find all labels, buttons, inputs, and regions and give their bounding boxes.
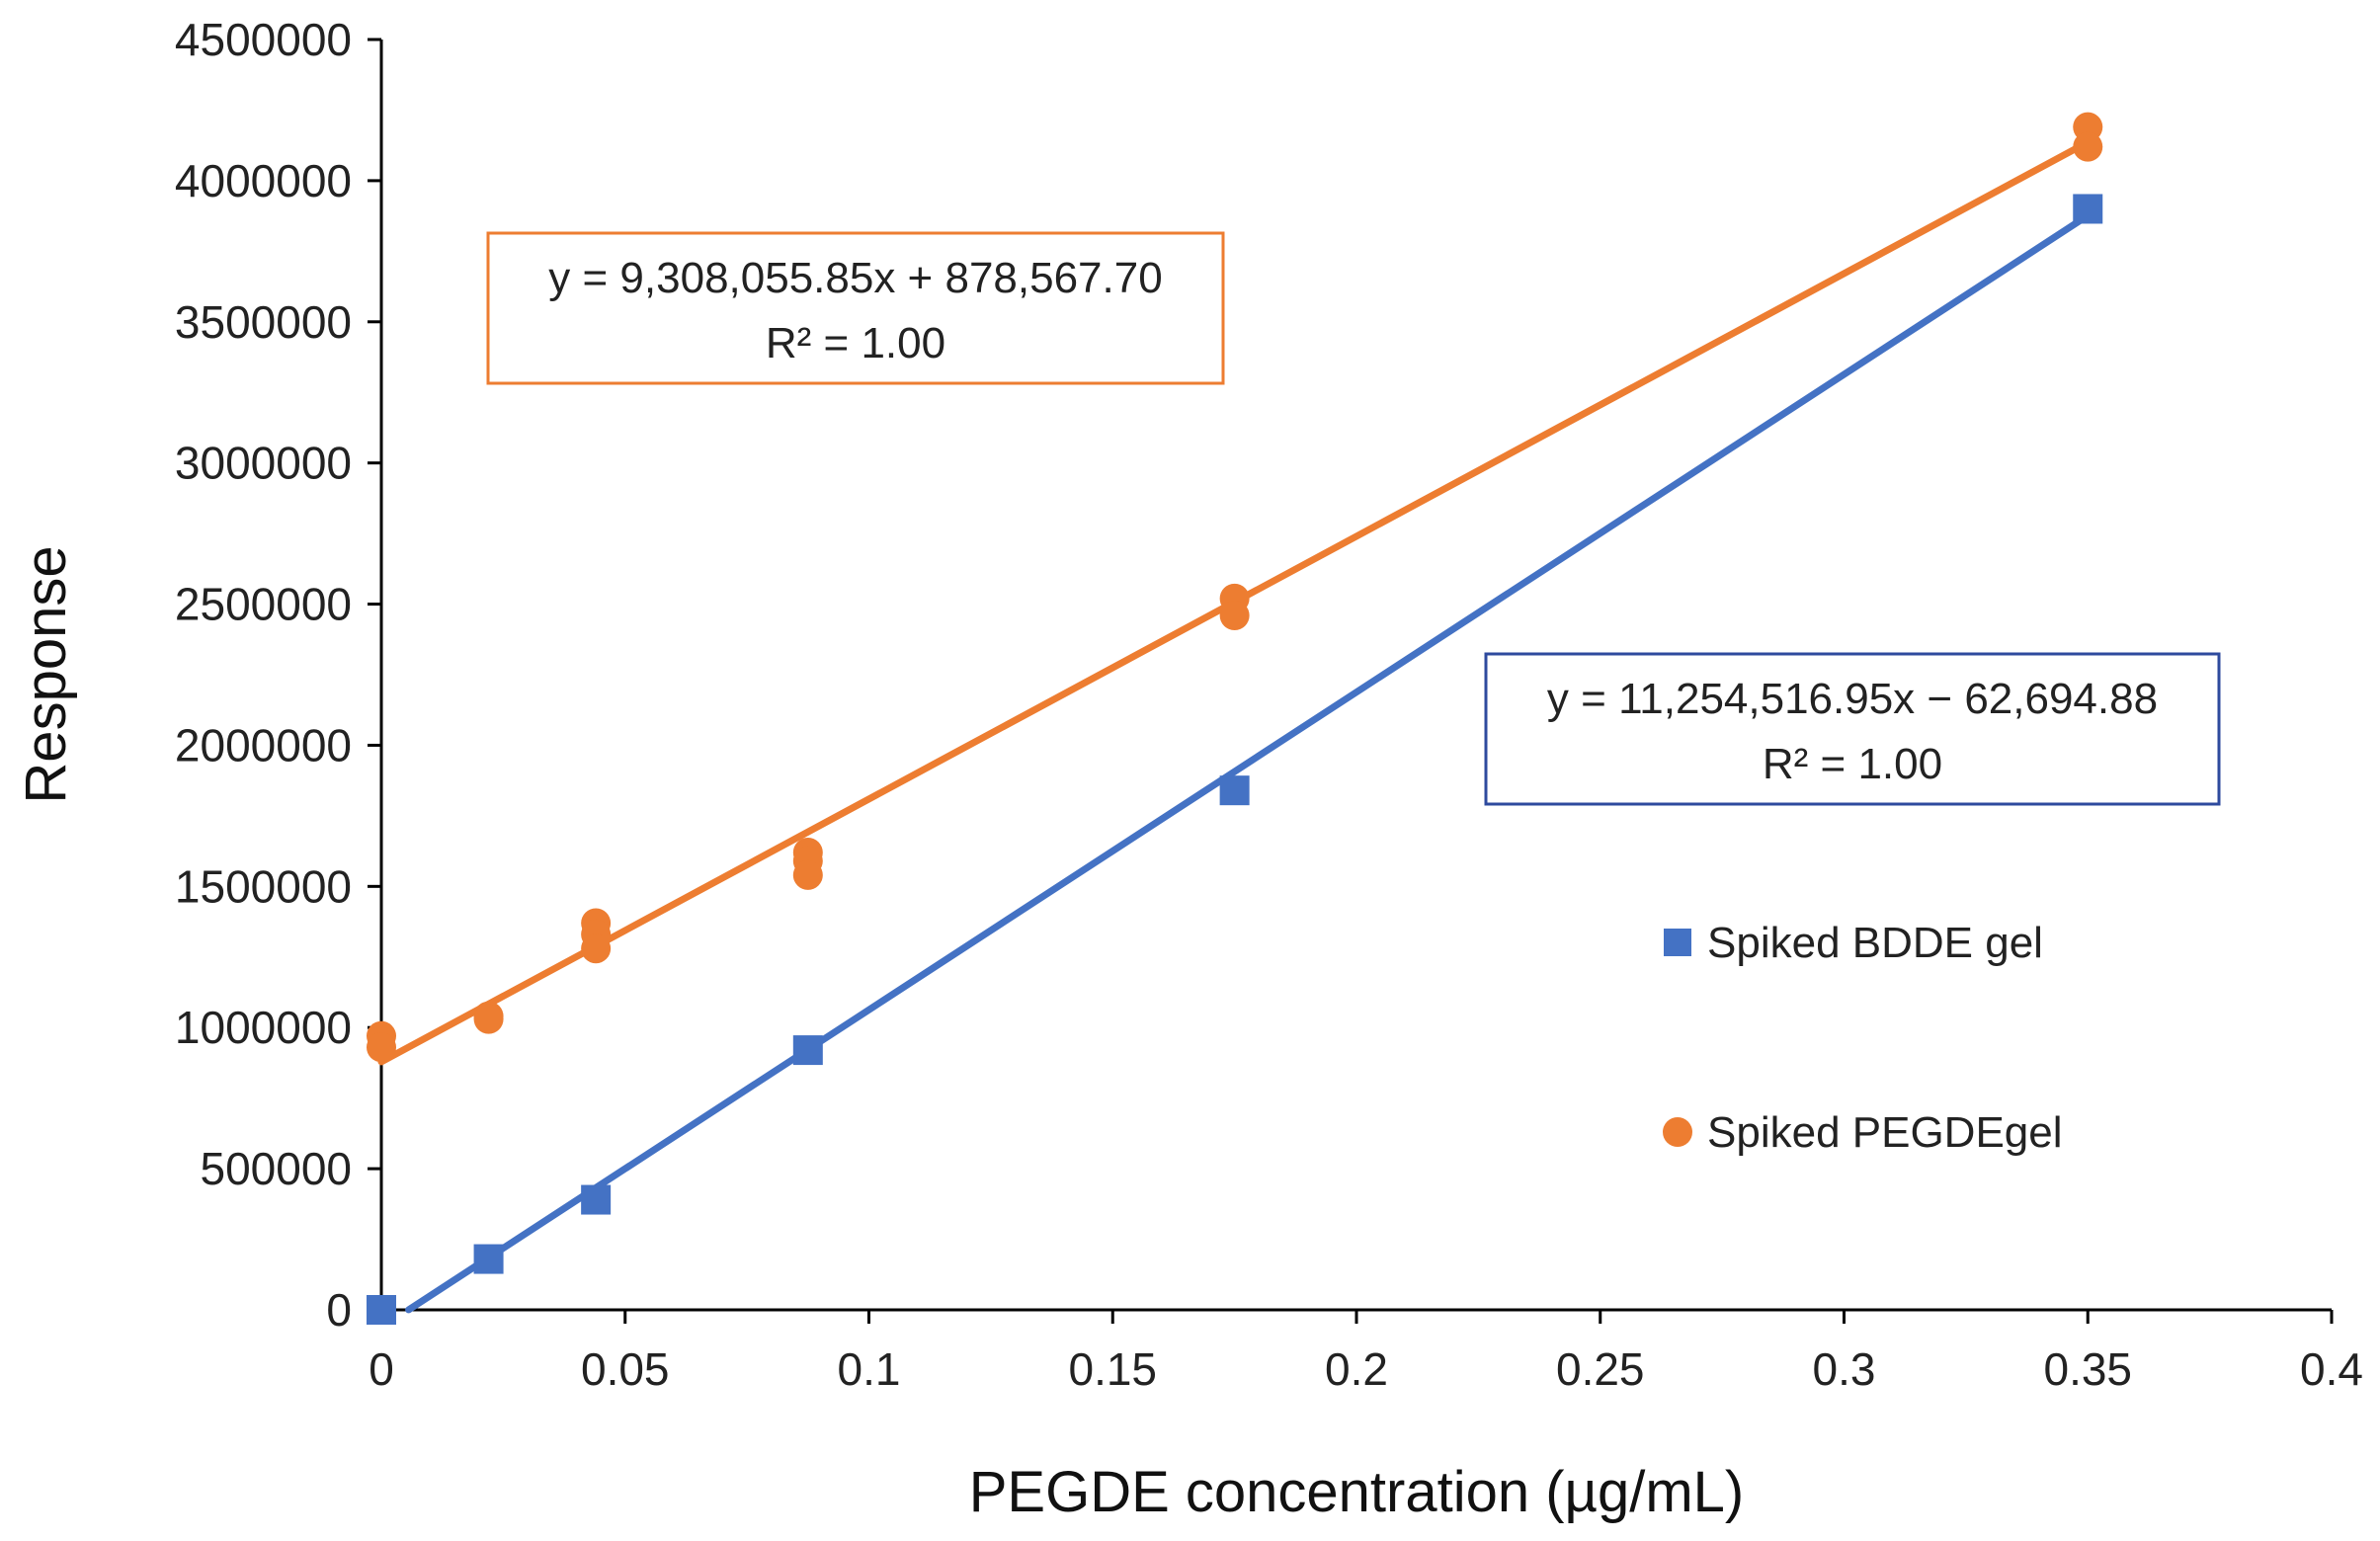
trendline-bdde xyxy=(405,211,2092,1314)
y-axis-ticks: 0 500000 1000000 1500000 2000000 2500000 30000… xyxy=(175,14,381,1336)
y-tick-label: 1000000 xyxy=(175,1002,352,1053)
y-tick-label: 2000000 xyxy=(175,719,352,770)
y-tick-label: 2500000 xyxy=(175,579,352,630)
data-point-bdde xyxy=(2073,194,2103,224)
data-point-pegde xyxy=(792,859,823,890)
data-point-pegde xyxy=(473,1004,504,1034)
legend-item-pegde: Spiked PEGDEgel xyxy=(1663,1108,2063,1157)
y-tick-label: 3000000 xyxy=(175,438,352,489)
y-tick-label: 3500000 xyxy=(175,296,352,348)
x-tick-label: 0.3 xyxy=(1813,1343,1876,1395)
x-tick-label: 0.05 xyxy=(581,1343,670,1395)
y-tick-label: 4500000 xyxy=(175,14,352,65)
data-point-bdde xyxy=(473,1244,504,1274)
x-axis-ticks: 0 0.05 0.1 0.15 0.2 0.25 0.3 0.35 0.4 xyxy=(369,1310,2363,1395)
legend-item-bdde: Spiked BDDE gel xyxy=(1664,919,2043,967)
legend-label-bdde: Spiked BDDE gel xyxy=(1707,919,2043,967)
trendline-equation-box-pegde: y = 9,308,055.85x + 878,567.70 R² = 1.00 xyxy=(486,231,1225,385)
trendline-equation-pegde: y = 9,308,055.85x + 878,567.70 xyxy=(548,254,1162,302)
data-point-pegde xyxy=(367,1032,396,1063)
data-point-bdde xyxy=(581,1184,612,1215)
x-tick-label: 0.25 xyxy=(1556,1343,1645,1395)
x-tick-label: 0.4 xyxy=(2300,1343,2363,1395)
trendline-r2-pegde: R² = 1.00 xyxy=(766,319,945,367)
legend-marker-square-icon xyxy=(1664,929,1691,956)
data-point-pegde xyxy=(581,933,612,964)
x-tick-label: 0.2 xyxy=(1325,1343,1388,1395)
x-tick-label: 0.1 xyxy=(838,1343,901,1395)
data-point-bdde xyxy=(1219,775,1250,806)
data-point-bdde xyxy=(792,1035,823,1066)
legend-marker-circle-icon xyxy=(1663,1117,1692,1147)
data-points xyxy=(367,112,2103,1325)
data-point-pegde xyxy=(1219,600,1250,630)
y-axis-title: Response xyxy=(14,545,78,803)
y-tick-label: 0 xyxy=(326,1284,352,1336)
x-axis-title: PEGDE concentration (µg/mL) xyxy=(969,1460,1745,1524)
trendline-equation-bdde: y = 11,254,516.95x − 62,694.88 xyxy=(1547,675,2158,723)
trendline-equation-box-bdde: y = 11,254,516.95x − 62,694.88 R² = 1.00 xyxy=(1484,652,2221,806)
y-tick-label: 500000 xyxy=(201,1143,353,1194)
x-tick-label: 0 xyxy=(369,1343,394,1395)
x-tick-label: 0.15 xyxy=(1068,1343,1157,1395)
legend-label-pegde: Spiked PEGDEgel xyxy=(1707,1108,2063,1157)
y-tick-label: 4000000 xyxy=(175,155,352,206)
x-tick-label: 0.35 xyxy=(2043,1343,2132,1395)
data-point-pegde xyxy=(2073,131,2103,162)
legend: Spiked BDDE gel Spiked PEGDEgel xyxy=(1663,919,2063,1157)
data-point-bdde xyxy=(367,1295,396,1325)
y-tick-label: 1500000 xyxy=(175,860,352,912)
trendline-r2-bdde: R² = 1.00 xyxy=(1763,740,1942,788)
